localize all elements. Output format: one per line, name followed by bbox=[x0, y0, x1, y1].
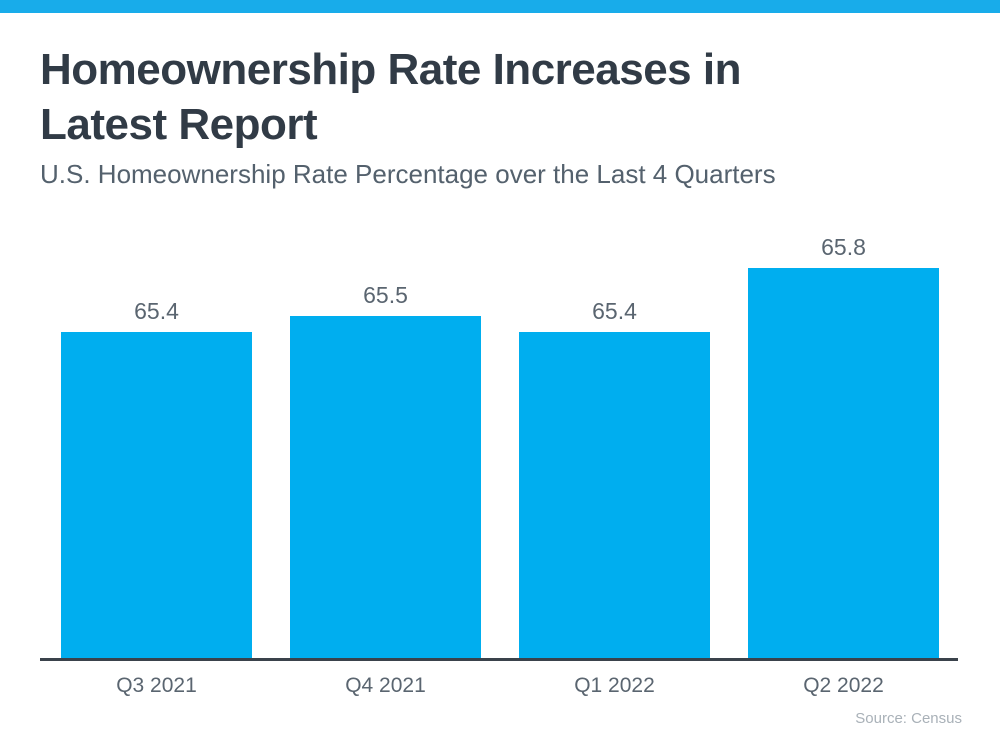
bar-column: 65.8 bbox=[748, 204, 939, 660]
chart-title-line-1: Homeownership Rate Increases in bbox=[40, 45, 741, 94]
bar bbox=[748, 268, 939, 660]
x-axis-tick-label: Q2 2022 bbox=[803, 674, 884, 697]
chart-subtitle: U.S. Homeownership Rate Percentage over … bbox=[40, 159, 776, 189]
x-axis-tick-label: Q3 2021 bbox=[116, 674, 197, 697]
source-note: Source: Census bbox=[855, 710, 962, 727]
bar bbox=[519, 332, 710, 660]
bar-value-label: 65.4 bbox=[134, 298, 179, 324]
x-axis-tick-label: Q4 2021 bbox=[345, 674, 426, 697]
bar-column: 65.4 bbox=[519, 204, 710, 660]
bar-chart-plot-area: 65.4 65.5 65.4 65.8 bbox=[61, 204, 939, 660]
bar-value-label: 65.8 bbox=[821, 234, 866, 260]
chart-title-line-2: Latest Report bbox=[40, 100, 318, 149]
x-axis-line bbox=[40, 658, 958, 661]
x-axis-tick-label: Q1 2022 bbox=[574, 674, 655, 697]
bar-column: 65.4 bbox=[61, 204, 252, 660]
bar-column: 65.5 bbox=[290, 204, 481, 660]
x-axis-labels: Q3 2021 Q4 2021 Q1 2022 Q2 2022 bbox=[61, 672, 939, 700]
bar-value-label: 65.5 bbox=[363, 282, 408, 308]
bar bbox=[61, 332, 252, 660]
bar-value-label: 65.4 bbox=[592, 298, 637, 324]
bar bbox=[290, 316, 481, 660]
top-accent-bar bbox=[0, 0, 1000, 13]
chart-title: Homeownership Rate Increases in Latest R… bbox=[40, 42, 741, 152]
